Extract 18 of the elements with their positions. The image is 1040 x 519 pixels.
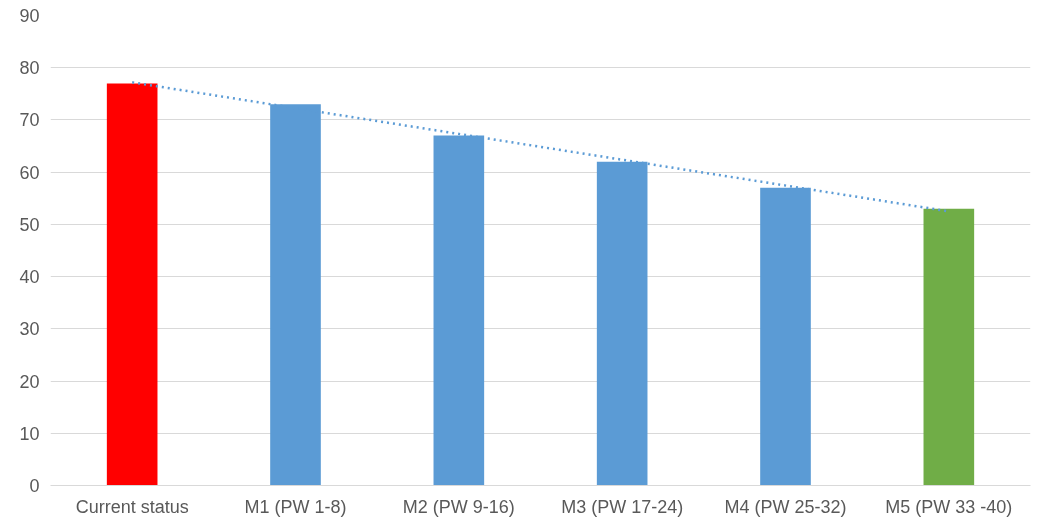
y-tick-label: 60 [19,162,40,183]
x-tick-label: M2 (PW 9-16) [402,496,515,517]
y-tick-label: 70 [19,110,40,131]
x-tick-label: M5 (PW 33 -40) [885,496,1013,517]
x-tick-label: M1 (PW 1-8) [244,496,347,517]
x-tick-label: M4 (PW 25-32) [724,496,847,517]
y-tick-label: 20 [19,371,40,392]
y-tick-label: 80 [19,58,40,79]
y-tick-label: 90 [19,6,40,26]
y-tick-label: 30 [19,319,40,340]
bar [106,83,158,486]
y-tick-label: 40 [19,267,40,288]
y-tick-label: 0 [29,476,40,496]
y-tick-label: 10 [19,423,40,444]
y-tick-label: 50 [19,214,40,235]
bar [923,208,975,486]
x-tick-label: Current status [75,496,189,517]
x-tick-label: M3 (PW 17-24) [561,496,684,517]
